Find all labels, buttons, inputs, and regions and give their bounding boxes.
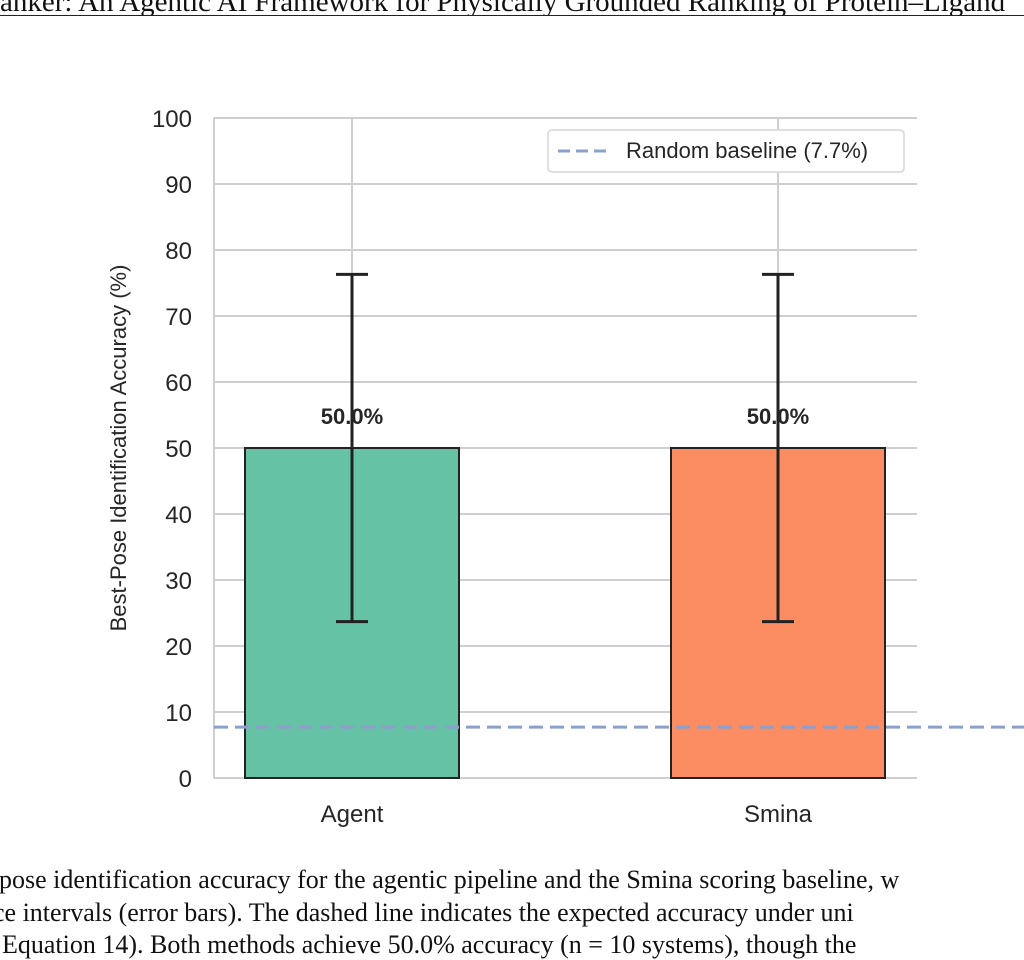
y-tick-label: 10 (165, 700, 192, 727)
y-tick-label: 0 (179, 766, 192, 793)
y-tick-label: 30 (165, 568, 192, 595)
y-tick-label: 100 (152, 106, 192, 133)
x-tick-label: Smina (744, 801, 813, 828)
legend-box (547, 129, 905, 173)
caption-line: pose identification accuracy for the age… (0, 865, 900, 894)
y-tick-label: 60 (165, 370, 192, 397)
caption-line: ce intervals (error bars). The dashed li… (0, 898, 854, 927)
bar-chart: 0 10 20 30 40 50 60 70 80 90 100 Best-Pose Identifi… (106, 106, 1024, 828)
y-tick-label: 70 (165, 304, 192, 331)
x-tick-label: Agent (321, 801, 384, 828)
data-label: 50.0% (747, 404, 809, 429)
y-tick-label: 20 (165, 634, 192, 661)
y-tick-label: 90 (165, 172, 192, 199)
data-label: 50.0% (321, 404, 383, 429)
paper-header: anker: An Agentic AI Framework for Physi… (0, 0, 1006, 16)
y-tick-label: 50 (165, 436, 192, 463)
y-tick-label: 80 (165, 238, 192, 265)
y-axis-title: Best-Pose Identification Accuracy (%) (106, 265, 131, 632)
caption-line: Equation 14). Both methods achieve 50.0%… (2, 930, 857, 959)
header-rule (0, 15, 1024, 16)
legend-label: Random baseline (7.7%) (626, 138, 868, 163)
y-tick-label: 40 (165, 502, 192, 529)
